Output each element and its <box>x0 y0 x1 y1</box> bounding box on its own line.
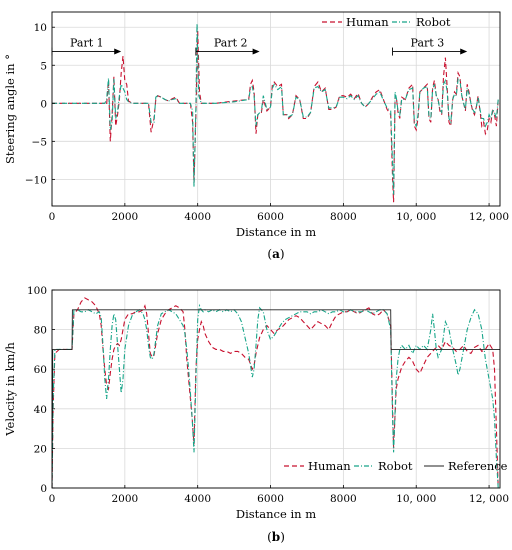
x-tick-label: 10, 000 <box>396 211 436 223</box>
legend-label-human: Human <box>308 459 351 473</box>
y-tick-label: 60 <box>34 364 47 376</box>
annotation-label: Part 3 <box>411 37 445 50</box>
panel-label: (a) <box>267 247 284 261</box>
legend-label-robot: Robot <box>416 15 451 29</box>
x-tick-label: 12, 000 <box>469 493 509 505</box>
annotation-label: Part 2 <box>214 37 248 50</box>
plot-frame <box>51 289 501 489</box>
x-tick-label: 0 <box>49 211 56 223</box>
chart-panel-1: 0 2000 4000 6000 8000 10, 000 12, 000 −10 −5 0 5 10… <box>3 11 509 261</box>
x-tick-label: 2000 <box>111 211 138 223</box>
plot-frame <box>51 11 501 207</box>
x-tick-label: 8000 <box>330 493 357 505</box>
x-tick-label: 8000 <box>330 211 357 223</box>
y-tick-label: 10 <box>34 22 47 34</box>
x-tick-label: 4000 <box>184 211 211 223</box>
x-tick-label: 2000 <box>111 493 138 505</box>
annotation-arrowhead <box>114 48 122 55</box>
series-line-robot <box>52 303 499 488</box>
series-line-human <box>52 297 499 488</box>
x-tick-label: 6000 <box>257 493 284 505</box>
y-tick-label: 80 <box>34 325 47 337</box>
x-axis-label: Distance in m <box>236 507 316 521</box>
x-tick-label: 12, 000 <box>469 211 509 223</box>
legend-label-reference: Reference <box>448 459 508 473</box>
annotation-label: Part 1 <box>70 37 104 50</box>
y-tick-label: 0 <box>40 483 47 495</box>
y-tick-label: 40 <box>34 404 47 416</box>
y-axis-label: Velocity in km/h <box>3 342 17 437</box>
y-tick-label: −5 <box>32 136 47 148</box>
legend-label-robot: Robot <box>378 459 413 473</box>
x-axis-label: Distance in m <box>236 225 316 239</box>
series-line-robot <box>52 23 499 195</box>
annotation-arrowhead <box>252 48 260 55</box>
y-tick-label: 100 <box>27 285 47 297</box>
chart-panel-2: 0 2000 4000 6000 8000 10, 000 12, 000 0 20 40 60 80… <box>3 285 509 544</box>
y-tick-label: 20 <box>34 443 47 455</box>
legend-label-human: Human <box>346 15 389 29</box>
y-tick-label: −10 <box>25 174 47 186</box>
y-tick-label: 0 <box>40 98 47 110</box>
series-line-reference <box>52 309 500 488</box>
x-tick-label: 0 <box>49 493 56 505</box>
annotation-arrowhead <box>460 48 468 55</box>
panel-label: (b) <box>267 530 285 544</box>
y-axis-label: Steering angle in ° <box>3 54 17 164</box>
x-tick-label: 10, 000 <box>396 493 436 505</box>
y-tick-label: 5 <box>40 60 47 72</box>
x-tick-label: 4000 <box>184 493 211 505</box>
x-tick-label: 6000 <box>257 211 284 223</box>
